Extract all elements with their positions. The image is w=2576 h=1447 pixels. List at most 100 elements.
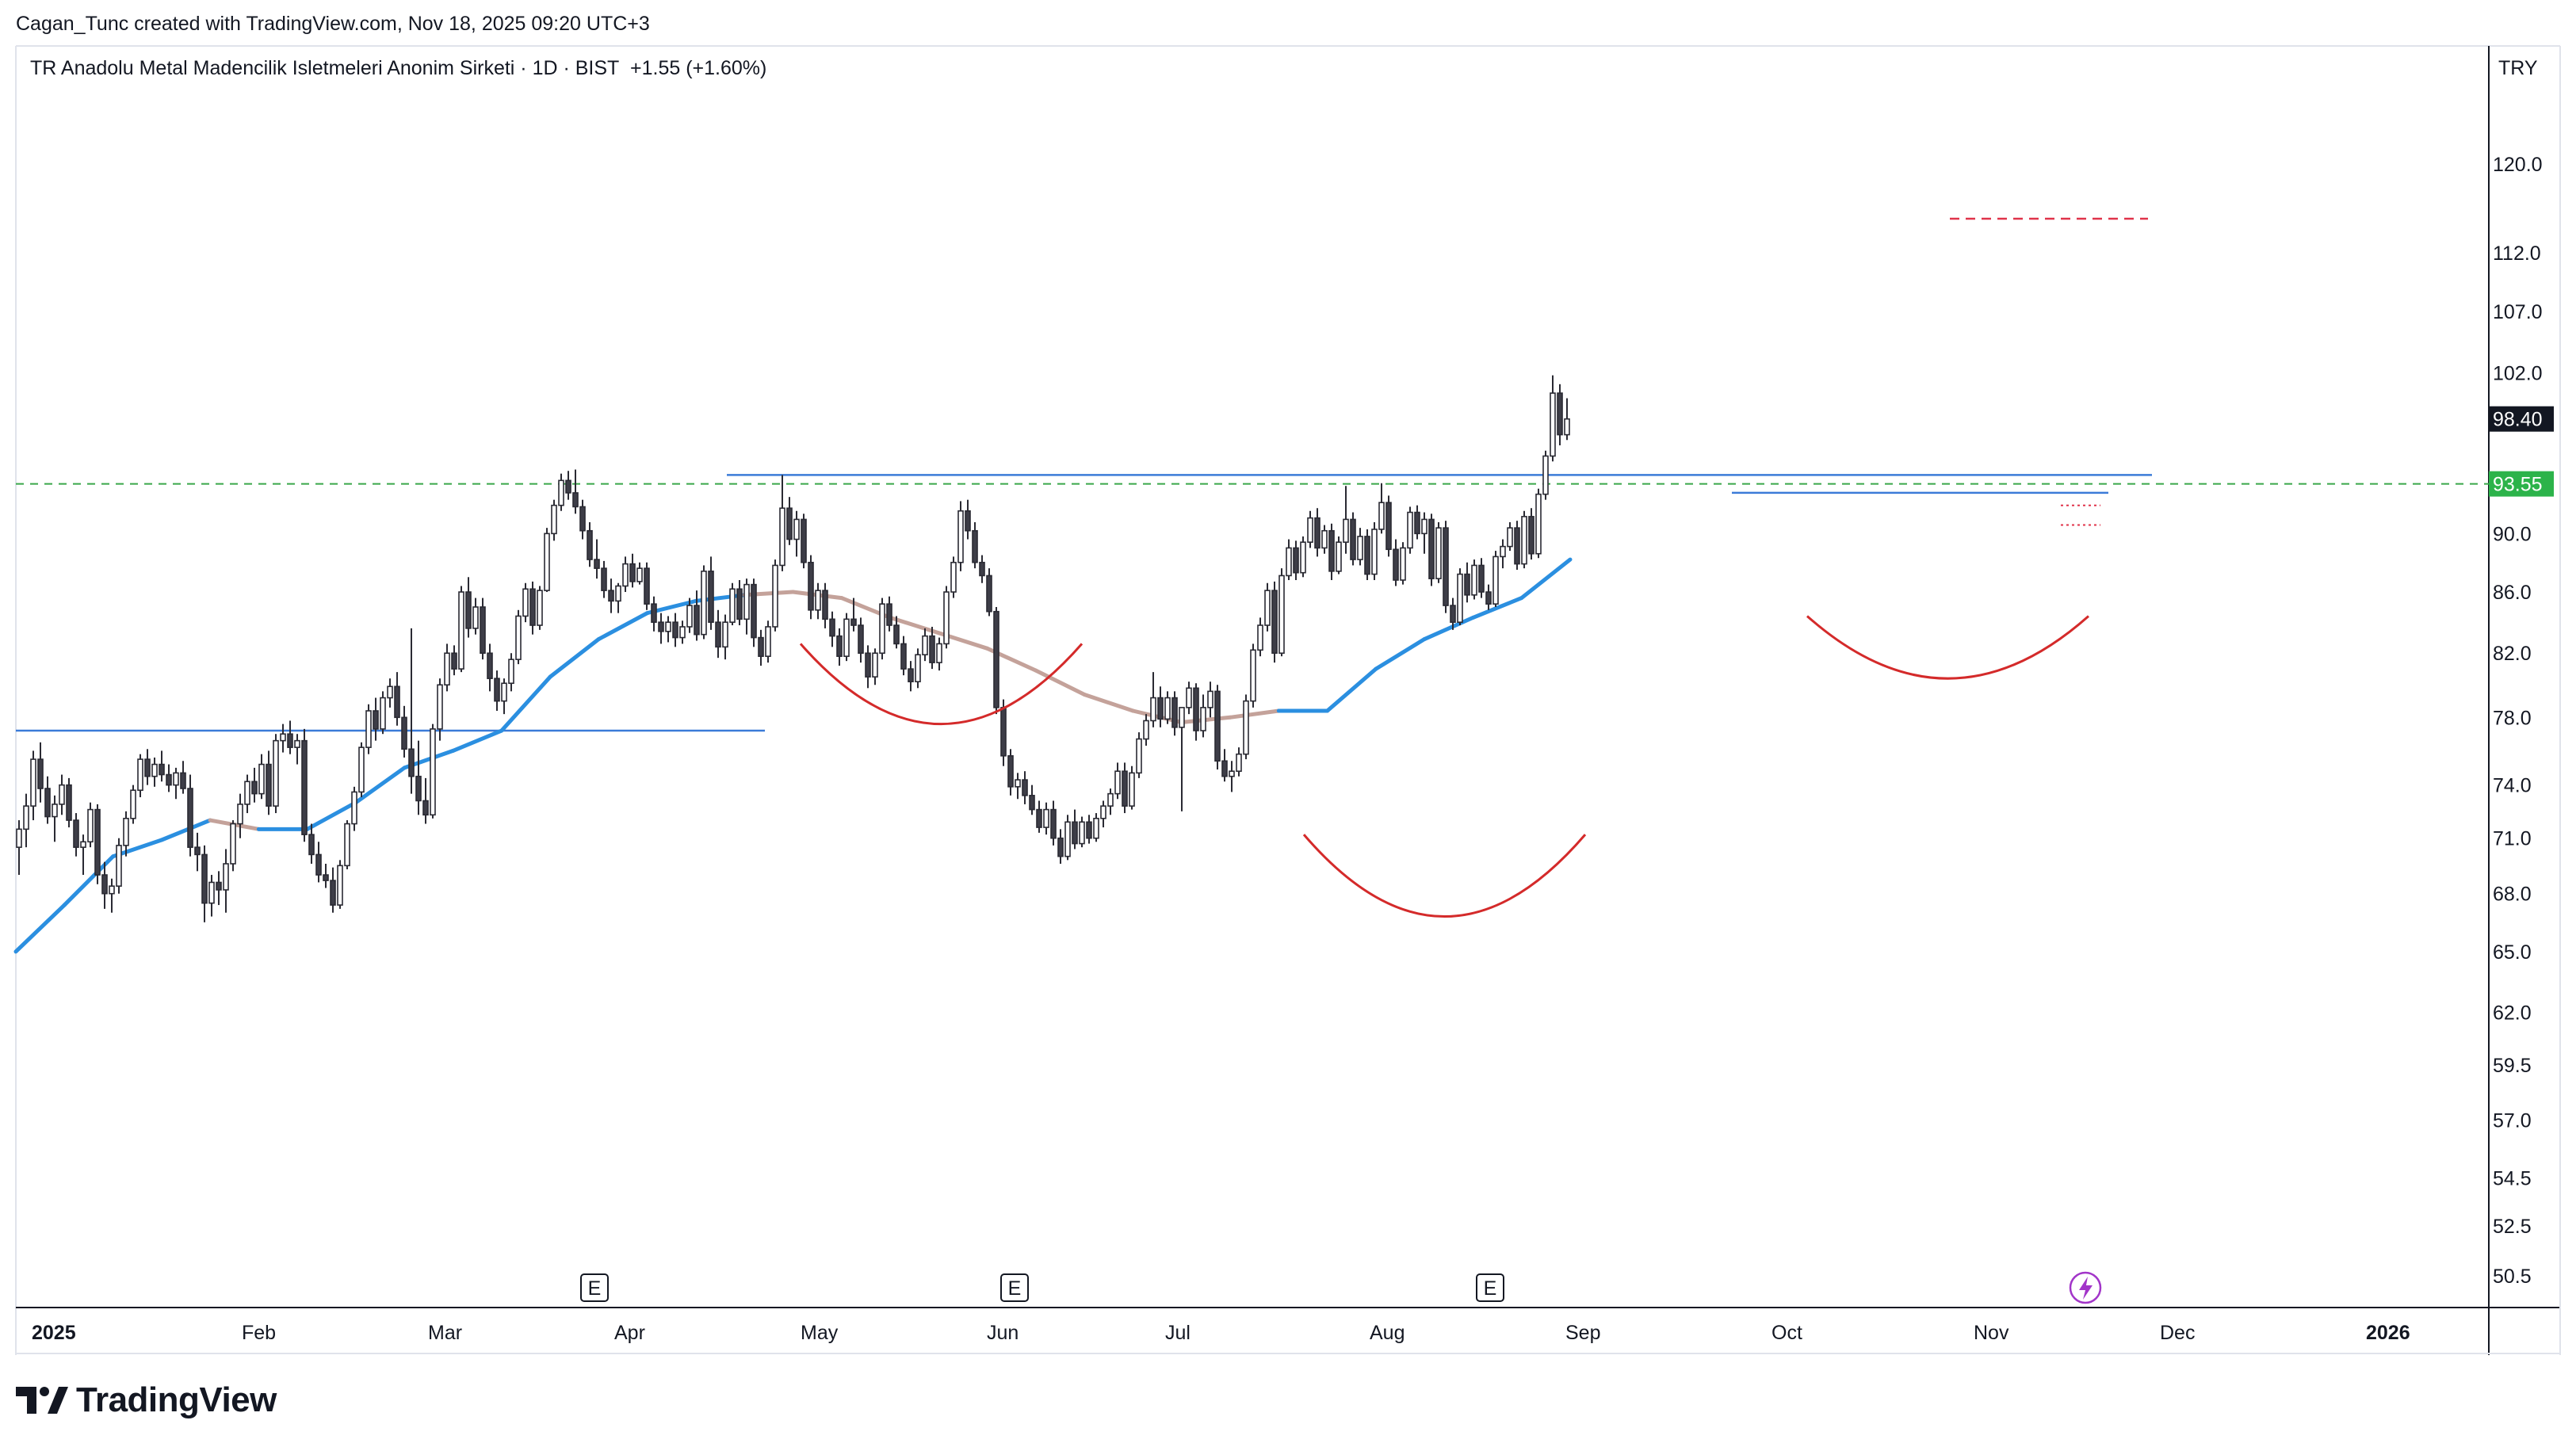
candle[interactable] (772, 559, 778, 632)
candle[interactable] (993, 606, 999, 715)
candle[interactable] (1557, 384, 1563, 445)
candle[interactable] (130, 785, 136, 824)
candle[interactable] (315, 842, 322, 883)
candle[interactable] (494, 670, 500, 712)
candle[interactable] (1528, 508, 1535, 560)
candle[interactable] (280, 724, 286, 753)
candle[interactable] (515, 609, 522, 665)
candle[interactable] (786, 497, 793, 545)
candle[interactable] (836, 628, 843, 666)
candle[interactable] (373, 697, 379, 741)
candle[interactable] (16, 820, 22, 876)
candle[interactable] (644, 562, 650, 610)
earnings-marker[interactable]: E (1476, 1273, 1504, 1302)
candle[interactable] (1064, 815, 1071, 861)
candle[interactable] (251, 767, 258, 803)
candle[interactable] (908, 661, 914, 692)
candle[interactable] (1114, 762, 1121, 800)
candle[interactable] (487, 643, 493, 692)
candle[interactable] (1093, 813, 1099, 842)
candle[interactable] (294, 734, 300, 765)
candle[interactable] (1307, 510, 1313, 548)
candle[interactable] (729, 582, 736, 626)
candle[interactable] (501, 678, 507, 715)
candle[interactable] (537, 586, 543, 630)
candle[interactable] (701, 565, 707, 640)
candle[interactable] (529, 581, 536, 635)
candle[interactable] (579, 499, 586, 540)
candle[interactable] (1022, 771, 1028, 804)
candle[interactable] (608, 578, 614, 613)
candle[interactable] (1314, 508, 1320, 557)
candle[interactable] (1492, 551, 1499, 607)
candle[interactable] (287, 720, 293, 754)
candle[interactable] (1414, 505, 1420, 540)
candle[interactable] (266, 750, 272, 815)
candle[interactable] (1550, 375, 1556, 462)
candle[interactable] (1293, 540, 1299, 581)
cup-arc-may[interactable] (799, 643, 1084, 726)
candle[interactable] (601, 560, 607, 598)
candle[interactable] (1150, 672, 1156, 727)
candle[interactable] (337, 860, 343, 909)
candle[interactable] (1171, 691, 1178, 736)
candle[interactable] (1193, 683, 1199, 741)
candle[interactable] (1050, 800, 1057, 846)
candle[interactable] (665, 616, 671, 643)
candle[interactable] (216, 871, 222, 906)
candle[interactable] (765, 620, 771, 663)
candle[interactable] (865, 645, 871, 689)
candle[interactable] (1286, 539, 1292, 581)
candle[interactable] (793, 510, 800, 557)
candle[interactable] (116, 838, 122, 894)
candle[interactable] (679, 620, 686, 644)
candle[interactable] (1057, 829, 1064, 864)
candle[interactable] (1122, 762, 1128, 814)
candle[interactable] (351, 786, 357, 831)
candle[interactable] (1107, 788, 1114, 815)
candle[interactable] (1250, 643, 1256, 708)
candle[interactable] (544, 528, 550, 593)
candle[interactable] (1385, 495, 1392, 557)
candle[interactable] (430, 724, 436, 819)
candle[interactable] (37, 742, 44, 803)
candle[interactable] (1043, 802, 1049, 835)
candle[interactable] (87, 802, 94, 848)
earnings-marker[interactable]: E (1000, 1273, 1029, 1302)
candle[interactable] (301, 728, 308, 842)
candle[interactable] (1364, 529, 1370, 581)
candle[interactable] (900, 636, 907, 676)
candle[interactable] (458, 586, 464, 673)
lightning-event-marker[interactable] (2069, 1271, 2102, 1304)
candle[interactable] (308, 823, 315, 864)
candle[interactable] (1164, 691, 1171, 724)
candle[interactable] (957, 501, 964, 571)
candle[interactable] (1521, 510, 1527, 569)
candle[interactable] (1200, 694, 1206, 738)
candle[interactable] (1257, 617, 1263, 657)
candle[interactable] (672, 613, 678, 647)
candle[interactable] (1400, 542, 1406, 585)
candle[interactable] (615, 582, 621, 613)
candle[interactable] (194, 832, 201, 872)
candle[interactable] (1357, 528, 1363, 566)
candle[interactable] (1464, 562, 1470, 603)
candle[interactable] (850, 598, 857, 632)
candle[interactable] (137, 754, 143, 798)
candle[interactable] (587, 521, 593, 567)
candle[interactable] (1350, 512, 1356, 566)
candle[interactable] (1378, 483, 1385, 534)
candle[interactable] (1321, 525, 1328, 554)
candle[interactable] (1221, 749, 1228, 782)
candle[interactable] (779, 475, 785, 571)
candle[interactable] (30, 750, 36, 821)
candle[interactable] (465, 577, 472, 638)
candle[interactable] (1500, 539, 1506, 569)
candle[interactable] (915, 648, 921, 689)
candle[interactable] (658, 613, 664, 644)
candle[interactable] (1421, 512, 1428, 554)
candle[interactable] (622, 556, 629, 593)
candle[interactable] (893, 616, 900, 649)
candle[interactable] (159, 750, 165, 782)
candle[interactable] (1328, 523, 1335, 581)
